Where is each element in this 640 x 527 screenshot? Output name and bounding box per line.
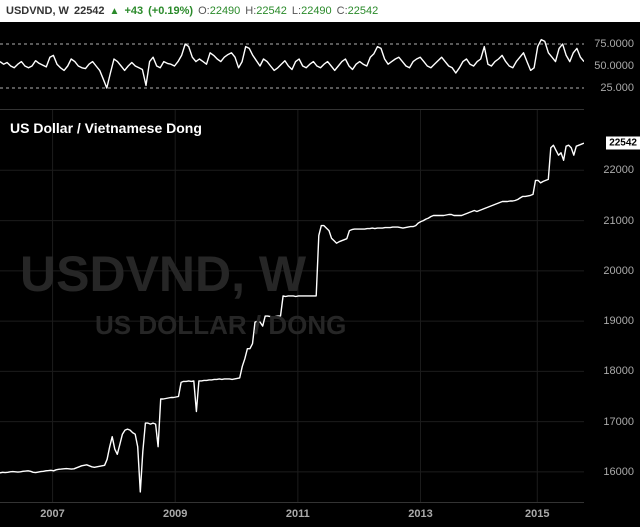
main-ytick: 19000: [603, 315, 634, 327]
indicator-ytick: 50.0000: [594, 60, 634, 72]
indicator-panel: [0, 22, 584, 110]
x-tick: 2015: [525, 508, 549, 520]
ticker-header: USDVND, W 22542 ▲ +43 (+0.19%) O:22490 H…: [0, 0, 640, 22]
chart-title: US Dollar / Vietnamese Dong: [10, 120, 202, 136]
main-ytick: 20000: [603, 265, 634, 277]
chart-container: USDVND, W 22542 ▲ +43 (+0.19%) O:22490 H…: [0, 0, 640, 527]
indicator-ytick: 75.0000: [594, 38, 634, 50]
main-svg: [0, 110, 584, 502]
up-arrow-icon: ▲: [110, 6, 120, 17]
y-axis: 25.000 50.0000 75.0000 16000 17000 18000 19000…: [584, 22, 640, 527]
x-axis: 2007 2009 2011 2013 2015: [0, 502, 584, 527]
x-tick: 2007: [40, 508, 64, 520]
ohlc-close: C:22542: [337, 5, 379, 17]
main-price-panel: USDVND, W US DOLLAR / DONG US Dollar / V…: [0, 110, 584, 502]
watermark-line1: USDVND, W: [20, 245, 306, 303]
watermark-line2: US DOLLAR / DONG: [95, 310, 346, 341]
plot-area[interactable]: USDVND, W US DOLLAR / DONG US Dollar / V…: [0, 22, 584, 527]
main-ytick: 18000: [603, 365, 634, 377]
symbol-label: USDVND, W: [6, 5, 69, 17]
main-ytick: 17000: [603, 416, 634, 428]
ohlc-open: O:22490: [198, 5, 240, 17]
x-tick: 2013: [408, 508, 432, 520]
change-abs: +43: [124, 5, 143, 17]
last-price: 22542: [74, 5, 105, 17]
x-tick: 2011: [286, 508, 310, 520]
x-tick: 2009: [163, 508, 187, 520]
ohlc-high: H:22542: [245, 5, 287, 17]
main-ytick: 16000: [603, 466, 634, 478]
chart-panels: USDVND, W US DOLLAR / DONG US Dollar / V…: [0, 22, 640, 527]
indicator-ytick: 25.000: [600, 82, 634, 94]
change-pct: (+0.19%): [148, 5, 193, 17]
main-ytick: 22000: [603, 164, 634, 176]
main-ytick: 21000: [603, 215, 634, 227]
indicator-svg: [0, 22, 584, 110]
ohlc-low: L:22490: [292, 5, 332, 17]
last-price-tag: 22542: [606, 137, 640, 150]
